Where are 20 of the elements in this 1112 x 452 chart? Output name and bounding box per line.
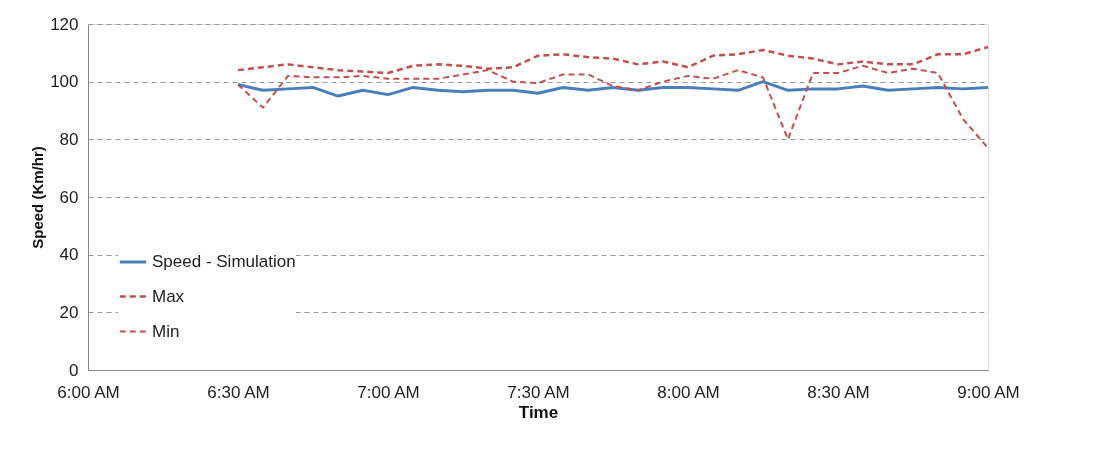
x-tick-label: 7:00 AM bbox=[357, 382, 420, 402]
y-tick-label: 40 bbox=[59, 245, 79, 265]
x-tick-label: 9:00 AM bbox=[957, 382, 1020, 402]
y-tick-label: 100 bbox=[50, 72, 79, 92]
y-tick-label: 80 bbox=[59, 129, 79, 149]
legend-label: Speed - Simulation bbox=[152, 252, 296, 271]
x-tick-label: 7:30 AM bbox=[507, 382, 570, 402]
legend-label: Min bbox=[152, 321, 180, 341]
x-tick-label: 6:00 AM bbox=[57, 382, 120, 402]
y-axis-title: Speed (Km/hr) bbox=[29, 146, 47, 249]
y-tick-label: 0 bbox=[69, 360, 79, 380]
x-tick-label: 8:30 AM bbox=[807, 382, 870, 402]
legend-label: Max bbox=[152, 286, 185, 306]
x-tick-label: 6:30 AM bbox=[207, 382, 270, 402]
y-tick-label: 60 bbox=[59, 187, 79, 207]
line-series bbox=[236, 80, 990, 98]
x-tick-label: 8:00 AM bbox=[657, 382, 720, 402]
y-tick-label: 20 bbox=[59, 302, 79, 322]
x-axis-title: Time bbox=[518, 402, 559, 422]
y-tick-label: 120 bbox=[50, 14, 79, 34]
